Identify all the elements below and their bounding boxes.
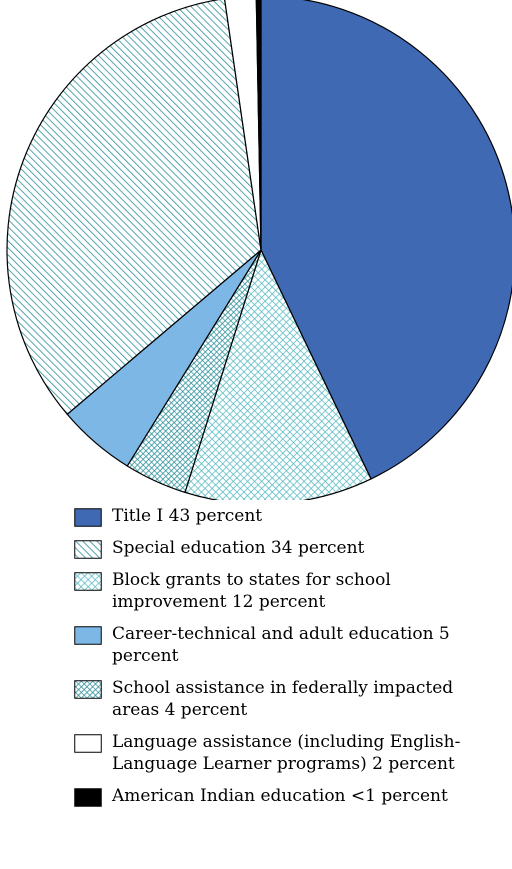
legend: Title I 43 percent Special education 34 p… [74, 505, 504, 817]
legend-swatch [74, 540, 102, 559]
legend-item: American Indian education <1 percent [74, 785, 504, 807]
legend-label: American Indian education <1 percent [112, 786, 448, 806]
legend-swatch [74, 680, 102, 699]
legend-label: Language assistance (including English-L… [112, 732, 461, 774]
pie-slices [6, 0, 512, 500]
legend-swatch [74, 734, 102, 753]
legend-item: Special education 34 percent [74, 537, 504, 559]
legend-swatch [74, 508, 102, 527]
legend-label: Career-technical and adult education 5 p… [112, 624, 450, 666]
pie-slice-6 [255, 0, 262, 251]
legend-swatch [74, 626, 102, 645]
pie-slice-5 [224, 0, 262, 251]
legend-label: School assistance in federally impacted … [112, 678, 454, 720]
legend-label: Special education 34 percent [112, 538, 365, 558]
pie-slice-1 [184, 249, 372, 500]
pie-chart [6, 0, 512, 500]
legend-swatch [74, 788, 102, 807]
legend-swatch [74, 572, 102, 591]
legend-item: Block grants to states for school improv… [74, 569, 504, 613]
legend-label: Title I 43 percent [112, 506, 263, 526]
pie-slice-0 [260, 0, 512, 480]
legend-label: Block grants to states for school improv… [112, 570, 391, 612]
legend-item: Career-technical and adult education 5 p… [74, 623, 504, 667]
legend-item: Title I 43 percent [74, 505, 504, 527]
legend-item: Language assistance (including English-L… [74, 731, 504, 775]
pie-slice-4 [6, 0, 262, 415]
legend-item: School assistance in federally impacted … [74, 677, 504, 721]
